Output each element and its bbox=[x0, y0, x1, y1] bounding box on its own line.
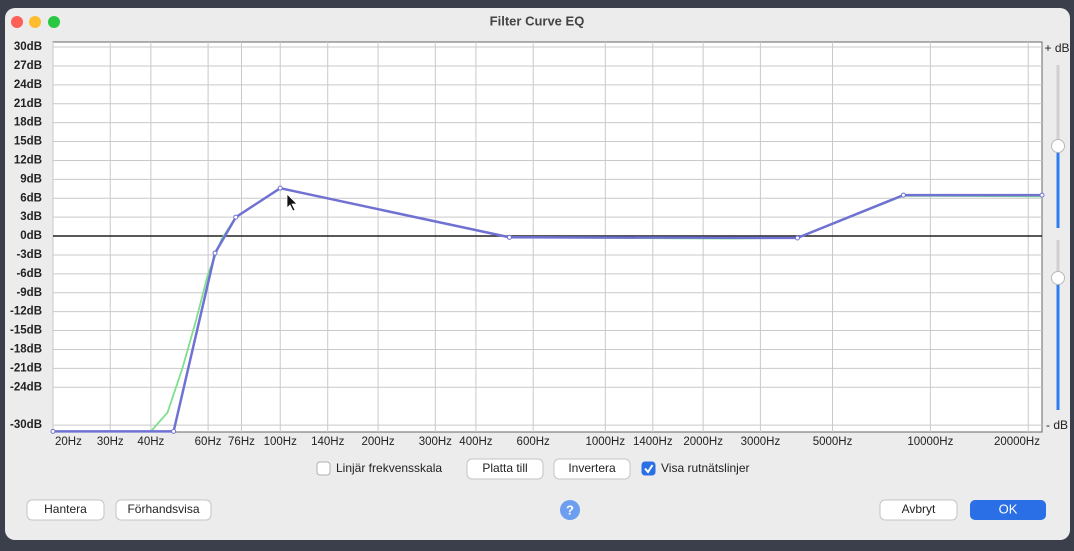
x-tick-label: 400Hz bbox=[459, 436, 492, 448]
x-tick-label: 40Hz bbox=[137, 436, 164, 448]
slider-knob[interactable] bbox=[1051, 139, 1065, 153]
help-icon: ? bbox=[566, 502, 574, 517]
x-tick-label: 10000Hz bbox=[907, 436, 953, 448]
ok-button[interactable] bbox=[970, 500, 1046, 520]
x-tick-label: 1400Hz bbox=[633, 436, 673, 448]
x-tick-label: 600Hz bbox=[517, 436, 550, 448]
close-button[interactable] bbox=[11, 16, 23, 28]
control-point bbox=[233, 214, 239, 220]
y-tick-label: -3dB bbox=[16, 249, 42, 261]
checkbox-box[interactable] bbox=[316, 461, 331, 476]
y-tick-label: -12dB bbox=[10, 306, 42, 318]
x-tick-label: 20Hz bbox=[55, 436, 82, 448]
chart: 30dB 27dB 24dB 21dB 18dB 15dB 12dB 9dB 6dB 3dB 0dB… bbox=[10, 41, 1045, 448]
y-tick-label: -6dB bbox=[16, 268, 42, 280]
x-tick-label: 2000Hz bbox=[683, 436, 723, 448]
y-tick-label: 21dB bbox=[14, 98, 42, 110]
button-label: Förhandsvisa bbox=[127, 502, 199, 516]
flatten-button[interactable] bbox=[466, 458, 544, 480]
control-point bbox=[171, 428, 177, 434]
x-tick-label: 1000Hz bbox=[585, 436, 625, 448]
x-tick-label: 60Hz bbox=[195, 436, 222, 448]
y-tick-label: -9dB bbox=[16, 287, 42, 299]
window-title: Filter Curve EQ bbox=[490, 13, 585, 28]
checkbox-label: Linjär frekvensskala bbox=[336, 461, 442, 475]
y-tick-label: 15dB bbox=[14, 136, 42, 148]
button-label: Avbryt bbox=[902, 502, 936, 516]
button-label: Platta till bbox=[482, 461, 527, 475]
button-label: Invertera bbox=[568, 461, 616, 475]
y-tick-label: 27dB bbox=[14, 60, 42, 72]
y-tick-label: 9dB bbox=[20, 173, 42, 185]
cancel-button[interactable] bbox=[879, 499, 958, 521]
y-tick-label: -15dB bbox=[10, 325, 42, 337]
slider-top-label: + dB bbox=[1044, 41, 1069, 55]
y-tick-label: 0dB bbox=[20, 230, 42, 242]
x-tick-label: 3000Hz bbox=[741, 436, 781, 448]
zoom-button[interactable] bbox=[48, 16, 60, 28]
x-tick-label: 20000Hz bbox=[994, 436, 1040, 448]
grid-lines-checkbox[interactable]: Visa rutnätslinjer bbox=[641, 461, 750, 476]
control-point bbox=[212, 250, 218, 256]
control-point bbox=[506, 234, 512, 240]
checkmark bbox=[644, 464, 654, 474]
y-tick-label: 24dB bbox=[14, 79, 42, 91]
linear-scale-checkbox[interactable]: Linjär frekvensskala bbox=[316, 461, 442, 476]
preview-button[interactable] bbox=[115, 499, 212, 521]
control-point bbox=[794, 235, 800, 241]
slider-bottom-label: - dB bbox=[1046, 418, 1068, 432]
checkbox-label: Visa rutnätslinjer bbox=[661, 461, 750, 475]
control-point bbox=[277, 185, 283, 191]
y-tick-label: -30dB bbox=[10, 419, 42, 431]
control-point bbox=[50, 428, 56, 434]
x-tick-label: 76Hz bbox=[228, 436, 255, 448]
x-tick-label: 300Hz bbox=[419, 436, 452, 448]
x-tick-label: 30Hz bbox=[97, 436, 124, 448]
y-tick-label: 12dB bbox=[14, 154, 42, 166]
x-tick-label: 200Hz bbox=[361, 436, 394, 448]
control-point bbox=[900, 192, 906, 198]
button-label: Hantera bbox=[44, 502, 87, 516]
y-tick-label: -24dB bbox=[10, 381, 42, 393]
x-tick-label: 140Hz bbox=[311, 436, 344, 448]
y-tick-label: 30dB bbox=[14, 41, 42, 53]
mouse-cursor bbox=[286, 193, 298, 212]
y-tick-label: 6dB bbox=[20, 192, 42, 204]
manage-button[interactable] bbox=[26, 499, 105, 521]
y-tick-label: -18dB bbox=[10, 343, 42, 355]
button-label: OK bbox=[999, 501, 1018, 516]
x-tick-label: 5000Hz bbox=[813, 436, 853, 448]
minimize-button[interactable] bbox=[29, 16, 41, 28]
control-point bbox=[1039, 192, 1045, 198]
slider-knob[interactable] bbox=[1051, 271, 1065, 285]
y-tick-label: 18dB bbox=[14, 117, 42, 129]
y-tick-label: 3dB bbox=[20, 211, 42, 223]
help-button[interactable] bbox=[560, 500, 580, 520]
x-tick-label: 100Hz bbox=[264, 436, 297, 448]
invert-button[interactable] bbox=[553, 458, 631, 480]
y-tick-label: -21dB bbox=[10, 362, 42, 374]
